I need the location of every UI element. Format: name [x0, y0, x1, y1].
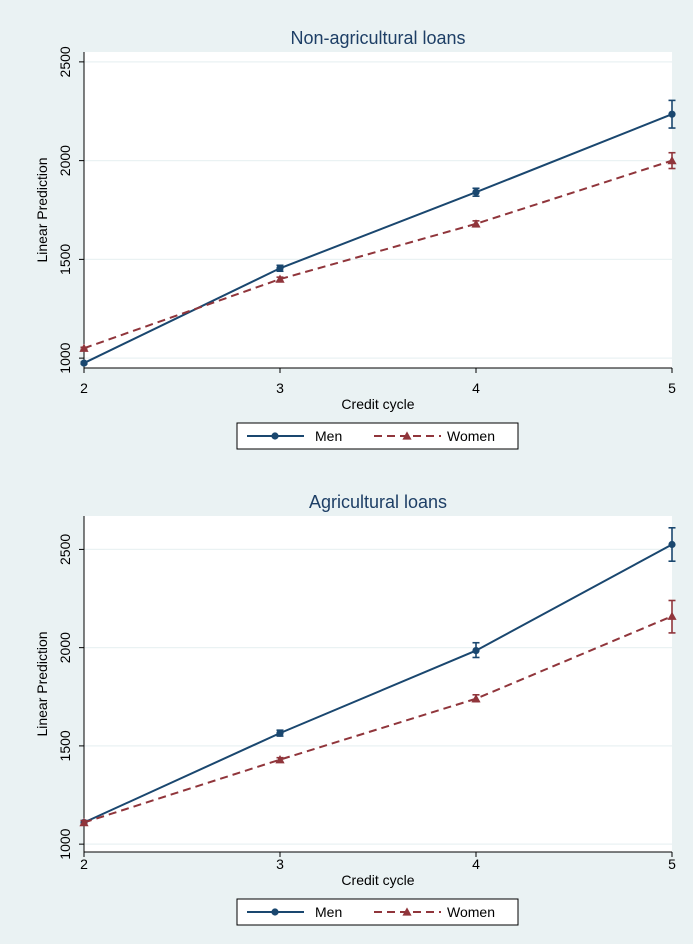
y-tick-label: 1500 — [57, 244, 73, 275]
y-tick-label: 1000 — [57, 342, 73, 373]
marker-triangle-1 — [275, 274, 285, 283]
y-axis-label: Linear Prediction — [34, 631, 50, 736]
x-tick-label: 2 — [80, 856, 88, 872]
x-tick-label: 5 — [668, 856, 676, 872]
marker-circle-2 — [472, 646, 480, 655]
chart-title: Non-agricultural loans — [290, 28, 465, 48]
y-tick-label: 2500 — [57, 534, 73, 565]
marker-triangle-0 — [79, 817, 89, 827]
marker-circle-0 — [80, 359, 88, 367]
plot-area — [84, 516, 672, 852]
marker-triangle-2 — [471, 694, 481, 703]
marker-triangle-2 — [471, 219, 481, 228]
marker-triangle-1 — [275, 755, 285, 764]
x-axis-label: Credit cycle — [341, 872, 414, 888]
legend: Men Women — [236, 898, 519, 926]
marker-circle-1 — [276, 729, 284, 737]
x-tick-label: 3 — [276, 380, 284, 396]
marker-triangle-3 — [667, 156, 677, 165]
x-tick-label: 2 — [80, 380, 88, 396]
y-tick-label: 2000 — [57, 632, 73, 663]
y-axis-label: Linear Prediction — [34, 157, 50, 262]
x-tick-label: 3 — [276, 856, 284, 872]
series-women — [79, 599, 677, 827]
legend-label-women: Women — [447, 904, 495, 920]
y-tick-label: 1000 — [57, 828, 73, 859]
series-men — [80, 526, 676, 827]
marker-triangle-3 — [667, 611, 677, 620]
marker-triangle-legend-women — [402, 907, 412, 916]
chart-panel-2: Agricultural loans 1000 1500 2000 2500 2 3 4 5 Cr… — [34, 492, 677, 926]
series-line-women — [83, 159, 673, 350]
legend: Men Women — [236, 422, 519, 450]
chart-title: Agricultural loans — [309, 492, 447, 512]
marker-circle-legend-men — [271, 908, 279, 916]
series-women — [79, 151, 677, 352]
marker-circle-3 — [668, 540, 676, 549]
series-men — [80, 99, 676, 367]
y-tick-label: 1500 — [57, 730, 73, 761]
legend-label-men: Men — [315, 428, 342, 444]
marker-circle-2 — [472, 188, 480, 196]
series-line-men — [83, 543, 673, 824]
marker-circle-1 — [276, 264, 284, 272]
legend-label-women: Women — [447, 428, 495, 444]
series-line-men — [83, 113, 673, 364]
x-tick-label: 5 — [668, 380, 676, 396]
y-tick-label: 2000 — [57, 145, 73, 176]
chart-panel-1: Non-agricultural loans 1000 1500 2000 2500 2 3… — [34, 28, 677, 450]
y-tick-label: 2500 — [57, 46, 73, 77]
marker-triangle-legend-women — [402, 431, 412, 440]
marker-circle-legend-men — [271, 432, 279, 440]
marker-circle-3 — [668, 110, 676, 118]
x-tick-label: 4 — [472, 380, 480, 396]
legend-label-men: Men — [315, 904, 342, 920]
marker-triangle-0 — [79, 343, 89, 352]
x-axis-label: Credit cycle — [341, 396, 414, 412]
x-tick-label: 4 — [472, 856, 480, 872]
